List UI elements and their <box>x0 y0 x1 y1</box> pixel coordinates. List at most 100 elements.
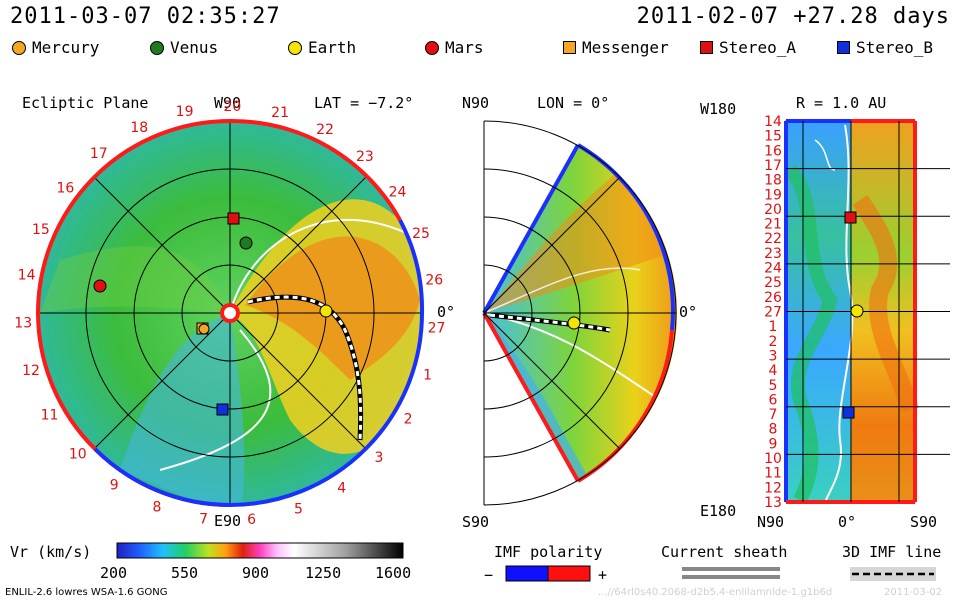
legend-stereo-a: Stereo_A <box>700 38 796 57</box>
rotation-number: 15 <box>32 222 50 238</box>
ecliptic-bottom-axis: E90 <box>214 512 242 530</box>
radial-rotation-label: 23 <box>764 246 782 262</box>
mars-marker-icon <box>425 40 439 55</box>
radial-x-tick: N90 <box>757 513 785 531</box>
radial-rotation-label: 19 <box>764 187 782 203</box>
stereo-a-marker <box>227 212 240 225</box>
rotation-number: 23 <box>356 149 374 165</box>
legend-label: Mercury <box>32 38 100 57</box>
rotation-number: 21 <box>271 105 289 121</box>
radial-x-tick: 0° <box>838 513 857 531</box>
lon-label: LON = 0° <box>537 94 610 112</box>
colorbar-tick: 200 <box>100 564 128 582</box>
meridional-right-axis: 0° <box>679 303 698 321</box>
radial-rotation-label: 8 <box>769 422 778 438</box>
rotation-number: 4 <box>337 480 346 496</box>
meridional-top-axis: N90 <box>462 94 490 112</box>
imf-plus: + <box>598 566 608 584</box>
date-stamp-label: 2011-03-02 <box>884 587 943 598</box>
rotation-number: 10 <box>69 446 87 462</box>
sun-marker-icon <box>220 303 240 323</box>
radial-rotation-label: 10 <box>764 451 782 467</box>
rotation-number: 18 <box>130 120 148 136</box>
radial-rotation-label: 3 <box>769 349 778 365</box>
legend-stereo-b: Stereo_B <box>837 38 933 57</box>
imf-positive-swatch <box>547 565 591 582</box>
radial-rotation-label: 13 <box>764 495 782 511</box>
radial-rotation-label: 1 <box>769 319 778 335</box>
radial-rotation-labels: 1415161718192021222324252627123456789101… <box>764 114 782 511</box>
mars-marker <box>93 279 107 293</box>
rotation-number: 27 <box>428 320 446 336</box>
radial-rotation-label: 2 <box>769 334 778 350</box>
rotation-number: 7 <box>199 511 208 527</box>
model-label: ENLIL-2.6 lowres WSA-1.6 GONG <box>5 587 168 598</box>
earth-marker <box>319 304 333 318</box>
legend-label: Mars <box>445 38 484 57</box>
current-sheath-title: Current sheath <box>661 543 788 561</box>
legend-mars: Mars <box>425 38 484 57</box>
rotation-number: 22 <box>316 122 334 138</box>
rotation-number: 6 <box>247 512 256 528</box>
venus-marker-icon <box>150 40 164 55</box>
watermark-label: ...//64rl0s40.2068-d2b5.4-enlilamnlde-1.… <box>598 587 833 598</box>
rotation-number: 19 <box>176 104 194 120</box>
rotation-number: 8 <box>152 500 161 516</box>
radial-rotation-label: 11 <box>764 466 782 482</box>
lat-label: LAT = −7.2° <box>314 94 414 112</box>
rotation-number: 11 <box>41 407 59 423</box>
mercury-marker <box>198 323 210 335</box>
radial-rotation-label: 4 <box>769 363 778 379</box>
radial-rotation-label: 7 <box>769 407 778 423</box>
rotation-number: 3 <box>374 450 383 466</box>
velocity-colorbar <box>116 542 404 559</box>
colorbar-tick: 550 <box>171 564 199 582</box>
datetime-label: 2011-03-07 02:35:27 <box>10 4 281 29</box>
stereo-a-marker-icon <box>700 41 713 54</box>
meridional-bottom-axis: S90 <box>462 513 490 531</box>
radial-rotation-label: 22 <box>764 231 782 247</box>
rotation-number: 17 <box>90 146 108 162</box>
rotation-number: 24 <box>389 184 407 200</box>
legend-label: Earth <box>308 38 357 57</box>
legend-venus: Venus <box>150 38 218 57</box>
earth-marker-icon <box>288 40 302 55</box>
radial-rotation-label: 14 <box>764 114 782 130</box>
radial-rotation-label: 24 <box>764 261 782 277</box>
legend-label: Stereo_A <box>719 38 797 57</box>
radial-rotation-label: 5 <box>769 378 778 394</box>
radial-rotation-label: 27 <box>764 305 782 321</box>
rotation-number: 25 <box>412 226 430 242</box>
stereo-b-marker <box>216 403 229 416</box>
earth-marker-meridional <box>567 316 581 330</box>
legend-label: Stereo_B <box>856 38 934 57</box>
radial-rotation-label: 18 <box>764 173 782 189</box>
meridional-plane <box>482 120 678 506</box>
messenger-marker-icon <box>563 41 576 54</box>
rotation-number: 14 <box>18 268 36 284</box>
rotation-number: 9 <box>110 478 119 494</box>
mercury-marker-icon <box>12 40 26 55</box>
radial-rotation-label: 25 <box>764 275 782 291</box>
current-sheath-line <box>682 575 780 579</box>
ecliptic-boundary-negative <box>93 219 425 508</box>
stereo-b-marker-radial <box>842 406 855 419</box>
legend-mercury: Mercury <box>12 38 99 57</box>
rotation-number: 1 <box>423 368 432 384</box>
radial-rotation-label: 9 <box>769 436 778 452</box>
run-info-label: 2011-02-07 +27.28 days <box>636 4 950 29</box>
radial-rotation-label: 6 <box>769 392 778 408</box>
rotation-number: 13 <box>14 316 32 332</box>
rotation-number: 26 <box>425 272 443 288</box>
rotation-number: 16 <box>56 181 74 197</box>
radial-strip: 1415161718192021222324252627123456789101… <box>764 114 950 511</box>
radial-rotation-label: 12 <box>764 480 782 496</box>
radial-rotation-label: 20 <box>764 202 782 218</box>
imf-polarity-title: IMF polarity <box>494 543 603 561</box>
radial-x-tick: S90 <box>910 513 938 531</box>
rotation-number: 2 <box>404 412 413 428</box>
ecliptic-title: Ecliptic Plane <box>22 94 149 112</box>
